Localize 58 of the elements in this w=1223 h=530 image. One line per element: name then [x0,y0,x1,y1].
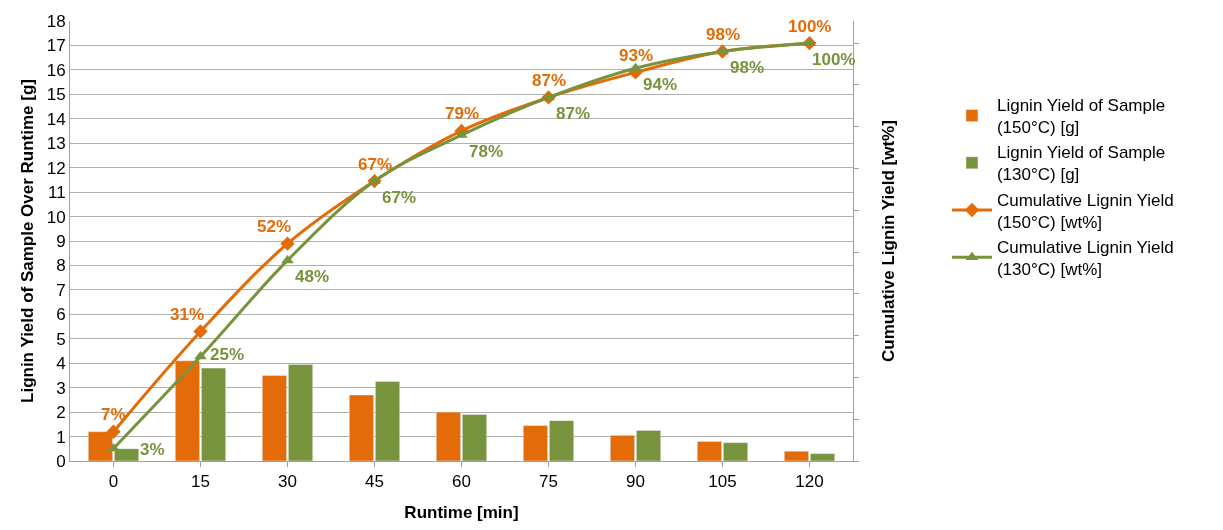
y-tick-label: 5 [56,329,66,349]
x-tick-label: 105 [708,472,737,492]
point [280,236,295,251]
x-tick-label: 30 [278,472,297,492]
data-label: 87% [532,71,567,90]
data-label: 100% [812,50,856,69]
data-label: 48% [295,267,330,286]
data-label: 79% [445,104,480,123]
point [107,442,120,452]
y-tick-label: 15 [46,85,66,105]
y-tick-label: 10 [46,207,66,227]
y-tick-label: 9 [56,231,66,251]
x-tick-label: 15 [191,472,210,492]
x-tick-label: 75 [539,472,558,492]
y-tick-label: 6 [56,305,66,325]
data-label: 3% [140,440,165,459]
y-tick-label: 13 [46,134,66,154]
data-label: 98% [706,25,741,44]
y-tick-label: 3 [56,378,66,398]
x-tick-label: 0 [108,472,119,492]
y-tick-label: 4 [56,354,66,374]
y-tick-label: 8 [56,256,66,276]
y-tick-label: 2 [56,403,66,423]
y-tick-label: 17 [46,36,66,56]
x-tick-label: 120 [795,472,824,492]
legend-label: Cumulative Lignin Yield (150°C) [wt%] [996,190,1174,232]
y-tick-label: 1 [56,427,66,447]
data-label: 78% [469,142,504,161]
x-tick-label: 90 [626,472,645,492]
data-label: 25% [210,345,245,364]
y-axis-title: Lignin Yield of Sample Over Runtime [g] [18,79,38,403]
data-label: 7% [101,405,126,424]
y-tick-label: 16 [46,60,66,80]
data-label: 94% [643,75,678,94]
x-tick-label: 60 [452,472,471,492]
point [193,324,208,339]
y2-axis-title: Cumulative Lignin Yield [wt%] [878,120,898,362]
data-label: 31% [170,305,205,324]
data-label: 87% [556,104,591,123]
data-label: 98% [730,58,765,77]
y-tick-label: 14 [46,109,66,129]
legend-label: Lignin Yield of Sample (130°C) [g] [996,143,1166,185]
legend-label: Lignin Yield of Sample (150°C) [g] [996,96,1166,138]
y-tick-label: 18 [46,11,66,31]
legend-label: Cumulative Lignin Yield (130°C) [wt%] [996,237,1174,279]
data-label: 100% [788,17,832,36]
data-label: 52% [257,217,292,236]
point [106,424,121,439]
data-label: 67% [358,155,393,174]
y-tick-label: 7 [56,280,66,300]
y-tick-label: 0 [56,451,66,471]
x-axis-title: Runtime [min] [404,502,519,522]
data-label: 93% [619,46,654,65]
y-tick-label: 11 [47,183,66,203]
y-tick-label: 12 [46,158,66,178]
data-label: 67% [382,188,417,207]
point [281,254,294,264]
x-tick-label: 45 [365,472,384,492]
